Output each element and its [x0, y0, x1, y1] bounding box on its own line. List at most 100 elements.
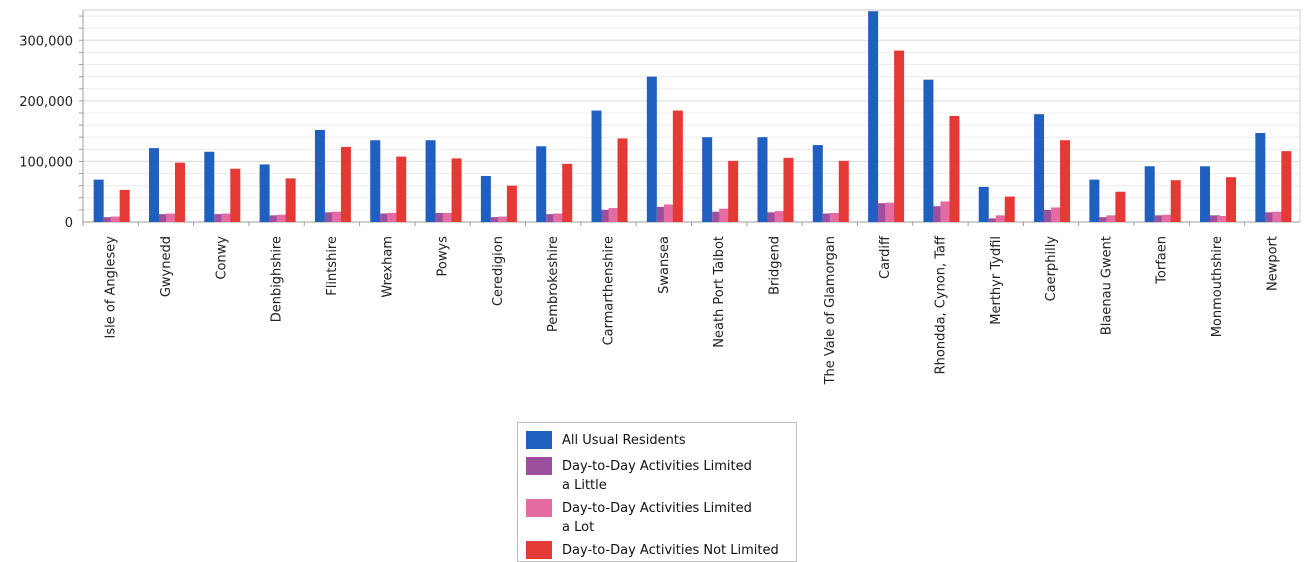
bar	[672, 110, 683, 222]
bar	[601, 209, 612, 222]
bar	[728, 160, 739, 222]
bar	[230, 168, 241, 222]
bar	[285, 178, 296, 222]
legend-swatch	[526, 499, 552, 517]
bar	[93, 179, 104, 222]
legend-label: All Usual Residents	[562, 431, 792, 450]
legend: All Usual Residents Day-to-Day Activitie…	[517, 422, 797, 562]
bar	[1170, 180, 1181, 222]
bar	[933, 206, 944, 222]
bar	[119, 189, 130, 222]
bar	[774, 211, 785, 222]
gridlines	[83, 15, 1300, 211]
bar	[1200, 166, 1211, 222]
x-tick-label: Bridgend	[767, 236, 782, 295]
bar	[546, 214, 557, 222]
x-tick-label: Ceredigion	[491, 236, 506, 306]
x-tick-label: Caerphilly	[1044, 236, 1059, 302]
bar	[1115, 191, 1126, 222]
bar	[646, 76, 657, 222]
bar	[1044, 209, 1055, 222]
x-tick-label: The Vale of Glamorgan	[823, 236, 838, 385]
bar	[259, 164, 270, 222]
x-tick-label: Conwy	[214, 236, 229, 280]
x-tick-label: Swansea	[657, 236, 672, 294]
bar	[949, 116, 960, 222]
bar	[1004, 196, 1015, 222]
bar	[757, 137, 768, 222]
bar	[490, 217, 501, 222]
legend-item-not-limited: Day-to-Day Activities Not Limited	[526, 541, 792, 560]
x-tick-label: Blaenau Gwent	[1099, 236, 1114, 335]
x-tick-label: Monmouthshire	[1210, 236, 1225, 337]
bar	[442, 212, 453, 222]
bar	[1051, 207, 1062, 222]
x-tick-label: Carmarthenshire	[602, 236, 617, 345]
bar	[868, 11, 879, 223]
bar	[608, 208, 619, 222]
legend-label: Day-to-Day Activities Limited a Lot	[562, 499, 792, 537]
y-tick-label: 200,000	[19, 95, 73, 110]
bar	[1217, 215, 1228, 222]
bar	[812, 145, 823, 222]
y-tick-label: 100,000	[19, 155, 73, 170]
bar	[1060, 140, 1071, 222]
bar-chart: 0 100,000 200,000 300,000 Isle of Anglesey Gw…	[19, 9, 1301, 385]
bar	[940, 201, 951, 222]
legend-label-line: Day-to-Day Activities Not Limited	[562, 543, 779, 558]
legend-label-line: All Usual Residents	[562, 433, 686, 448]
bar	[885, 202, 896, 222]
bar	[506, 185, 517, 222]
bar	[435, 212, 446, 222]
bar	[1154, 215, 1165, 222]
legend-label-line: a Little	[562, 478, 607, 493]
x-tick-label: Neath Port Talbot	[712, 236, 727, 348]
bar	[204, 151, 215, 222]
bar	[276, 214, 287, 222]
bar	[214, 214, 225, 222]
bar	[878, 203, 889, 222]
legend-swatch	[526, 457, 552, 475]
x-tick-label: Pembrokeshire	[546, 236, 561, 332]
bar	[894, 50, 905, 222]
bar	[656, 206, 667, 222]
bar	[1210, 215, 1221, 222]
bar	[1144, 166, 1155, 222]
bar	[1272, 211, 1283, 222]
bar	[269, 215, 280, 222]
legend-label-line: Day-to-Day Activities Limited	[562, 459, 752, 474]
bar	[617, 138, 628, 222]
legend-swatch	[526, 541, 552, 559]
bar	[380, 213, 391, 222]
bar	[995, 215, 1006, 222]
bar	[1099, 217, 1110, 222]
legend-label: Day-to-Day Activities Limited a Little	[562, 457, 792, 495]
bars	[93, 11, 1292, 223]
bar	[331, 211, 342, 222]
bar	[324, 212, 335, 222]
legend-swatch	[526, 431, 552, 449]
bar	[1161, 214, 1172, 222]
bar	[783, 157, 794, 222]
bar	[562, 163, 573, 222]
bar	[174, 162, 185, 222]
y-tick-label: 300,000	[19, 34, 73, 49]
bar	[767, 212, 778, 222]
bar	[165, 213, 176, 222]
legend-label: Day-to-Day Activities Not Limited	[562, 541, 792, 560]
bar	[1226, 177, 1237, 222]
bar	[719, 208, 730, 222]
bar	[988, 218, 999, 222]
legend-item-limited-a-little: Day-to-Day Activities Limited a Little	[526, 457, 792, 495]
bar	[396, 156, 407, 222]
bar	[480, 175, 491, 222]
x-tick-label: Newport	[1265, 236, 1280, 291]
bar	[340, 146, 351, 222]
bar	[314, 129, 325, 222]
x-tick-label: Cardiff	[878, 235, 893, 279]
bar	[103, 217, 114, 222]
bar	[923, 79, 934, 223]
bar	[1265, 212, 1276, 222]
bar	[387, 212, 398, 222]
y-tick-label: 0	[65, 216, 73, 231]
